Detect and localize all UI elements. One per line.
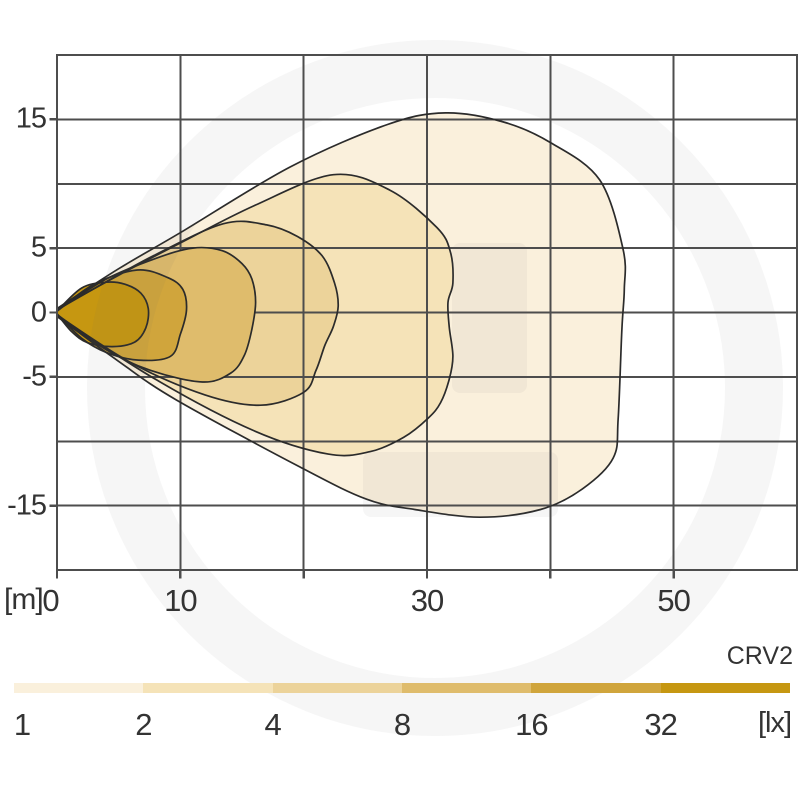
legend-segment-8lx (401, 683, 532, 693)
granit-logo-watermark (87, 40, 783, 736)
y-tick-label--5: -5 (22, 360, 47, 393)
watermark-ring (87, 40, 783, 736)
legend-segment-1lx (14, 683, 144, 693)
watermark-bar-horizontal (363, 452, 558, 517)
y-tick-label--15: -15 (7, 489, 47, 522)
legend-value-label-4: 4 (264, 707, 282, 742)
y-tick-label-15: 15 (15, 102, 47, 135)
legend-value-label-8: 8 (393, 707, 411, 742)
contour-line-8lx (56, 246, 257, 383)
chart-title: CRV2 (726, 642, 793, 670)
x-axis-unit-label: [m] (4, 583, 44, 616)
contour-outlines (56, 112, 627, 519)
legend-unit-label: [lx] (757, 707, 792, 739)
x-tick-label-30: 30 (410, 583, 444, 618)
legend-segment-4lx (272, 683, 402, 693)
contour-line-1lx (56, 112, 627, 519)
legend-value-label-32: 32 (644, 707, 677, 742)
x-tick-label-50: 50 (657, 583, 690, 618)
x-tick-label-10: 10 (164, 583, 197, 618)
contour-line-2lx (56, 173, 454, 457)
legend-segment-2lx (143, 683, 273, 693)
contour-line-16lx (56, 269, 188, 362)
watermark-bar-vertical (452, 243, 527, 393)
legend-value-label-16: 16 (515, 707, 548, 742)
plot-frame (49, 53, 799, 579)
legend-segment-16lx (531, 683, 661, 693)
y-tick-label-5: 5 (30, 231, 47, 264)
y-tick-label-0: 0 (30, 296, 47, 328)
contour-line-4lx (56, 220, 340, 407)
x-tick-label-0: 0 (42, 583, 59, 618)
contour-line-32lx (56, 281, 150, 348)
legend-value-label-2: 2 (135, 707, 152, 742)
legend-segment-32lx (660, 683, 790, 693)
legend-value-label-1: 1 (13, 707, 31, 742)
legend-color-scale (14, 683, 790, 693)
